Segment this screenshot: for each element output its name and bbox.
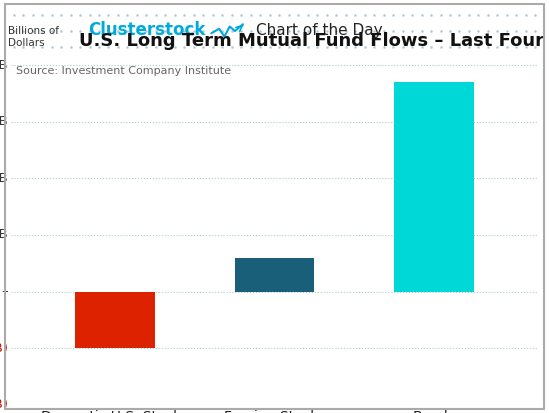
Text: –: – <box>1 285 8 298</box>
Text: $10 B: $10 B <box>0 228 8 242</box>
Text: $40 B: $40 B <box>0 59 8 72</box>
Text: Chart of the Day: Chart of the Day <box>256 23 383 38</box>
Bar <box>234 258 315 292</box>
Text: $20 B: $20 B <box>0 172 8 185</box>
Text: U.S. Long Term Mutual Fund Flows – Last Four Weeks: U.S. Long Term Mutual Fund Flows – Last … <box>80 31 549 50</box>
Bar <box>75 292 155 348</box>
Text: ($20 B): ($20 B) <box>0 398 8 411</box>
Text: Billions of
Dollars: Billions of Dollars <box>8 26 59 48</box>
Text: Source: Investment Company Institute: Source: Investment Company Institute <box>16 66 231 76</box>
Text: Clusterstock: Clusterstock <box>88 21 206 39</box>
Bar <box>394 82 474 292</box>
Text: $30 B: $30 B <box>0 115 8 128</box>
Text: ($10 B): ($10 B) <box>0 342 8 355</box>
